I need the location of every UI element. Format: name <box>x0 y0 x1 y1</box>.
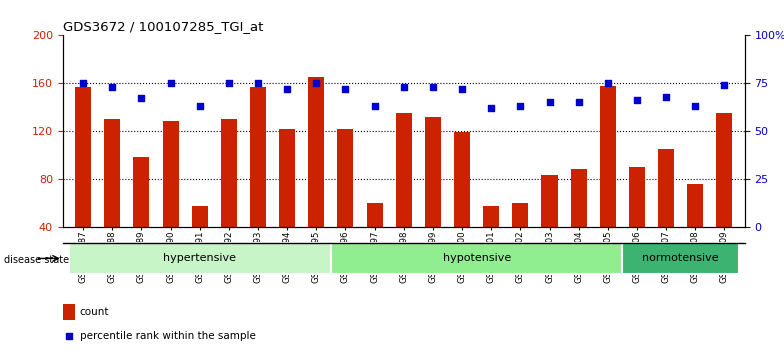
Bar <box>454 132 470 274</box>
Bar <box>717 113 732 274</box>
Bar <box>600 86 615 274</box>
Bar <box>425 116 441 274</box>
Text: hypertensive: hypertensive <box>163 253 236 263</box>
Bar <box>337 129 354 274</box>
Point <box>572 99 585 105</box>
Bar <box>75 87 91 274</box>
Text: GDS3672 / 100107285_TGI_at: GDS3672 / 100107285_TGI_at <box>63 20 263 33</box>
Bar <box>396 113 412 274</box>
Bar <box>192 206 208 274</box>
Text: count: count <box>80 307 109 317</box>
Point <box>106 84 118 90</box>
Bar <box>221 119 237 274</box>
Text: disease state: disease state <box>4 255 69 265</box>
Bar <box>250 87 266 274</box>
Point <box>485 105 498 111</box>
Bar <box>104 119 120 274</box>
Bar <box>162 121 179 274</box>
Point <box>397 84 410 90</box>
Point <box>339 86 352 92</box>
Bar <box>68 243 331 274</box>
Point <box>310 80 322 86</box>
Point <box>543 99 556 105</box>
Bar <box>133 157 150 274</box>
Bar <box>622 243 739 274</box>
Bar <box>688 183 703 274</box>
Text: hypotensive: hypotensive <box>442 253 510 263</box>
Bar <box>483 206 499 274</box>
Bar <box>63 304 75 320</box>
Bar <box>542 175 557 274</box>
Bar <box>279 129 296 274</box>
Point <box>601 80 614 86</box>
Point <box>514 103 527 109</box>
Point <box>426 84 439 90</box>
Point <box>135 96 147 101</box>
Bar <box>308 77 325 274</box>
Bar <box>629 167 645 274</box>
Point <box>252 80 264 86</box>
Point <box>630 98 643 103</box>
Point <box>194 103 206 109</box>
Point <box>77 80 89 86</box>
Text: normotensive: normotensive <box>642 253 719 263</box>
Point <box>281 86 293 92</box>
Point <box>165 80 177 86</box>
Point <box>368 103 381 109</box>
Point <box>453 220 466 226</box>
Bar <box>512 202 528 274</box>
Bar <box>331 243 622 274</box>
Point <box>223 80 235 86</box>
Bar <box>571 169 586 274</box>
Point <box>660 94 673 99</box>
Bar <box>658 149 674 274</box>
Point <box>718 82 731 88</box>
Point <box>689 103 702 109</box>
Bar <box>367 202 383 274</box>
Point <box>456 86 468 92</box>
Text: percentile rank within the sample: percentile rank within the sample <box>80 331 256 341</box>
